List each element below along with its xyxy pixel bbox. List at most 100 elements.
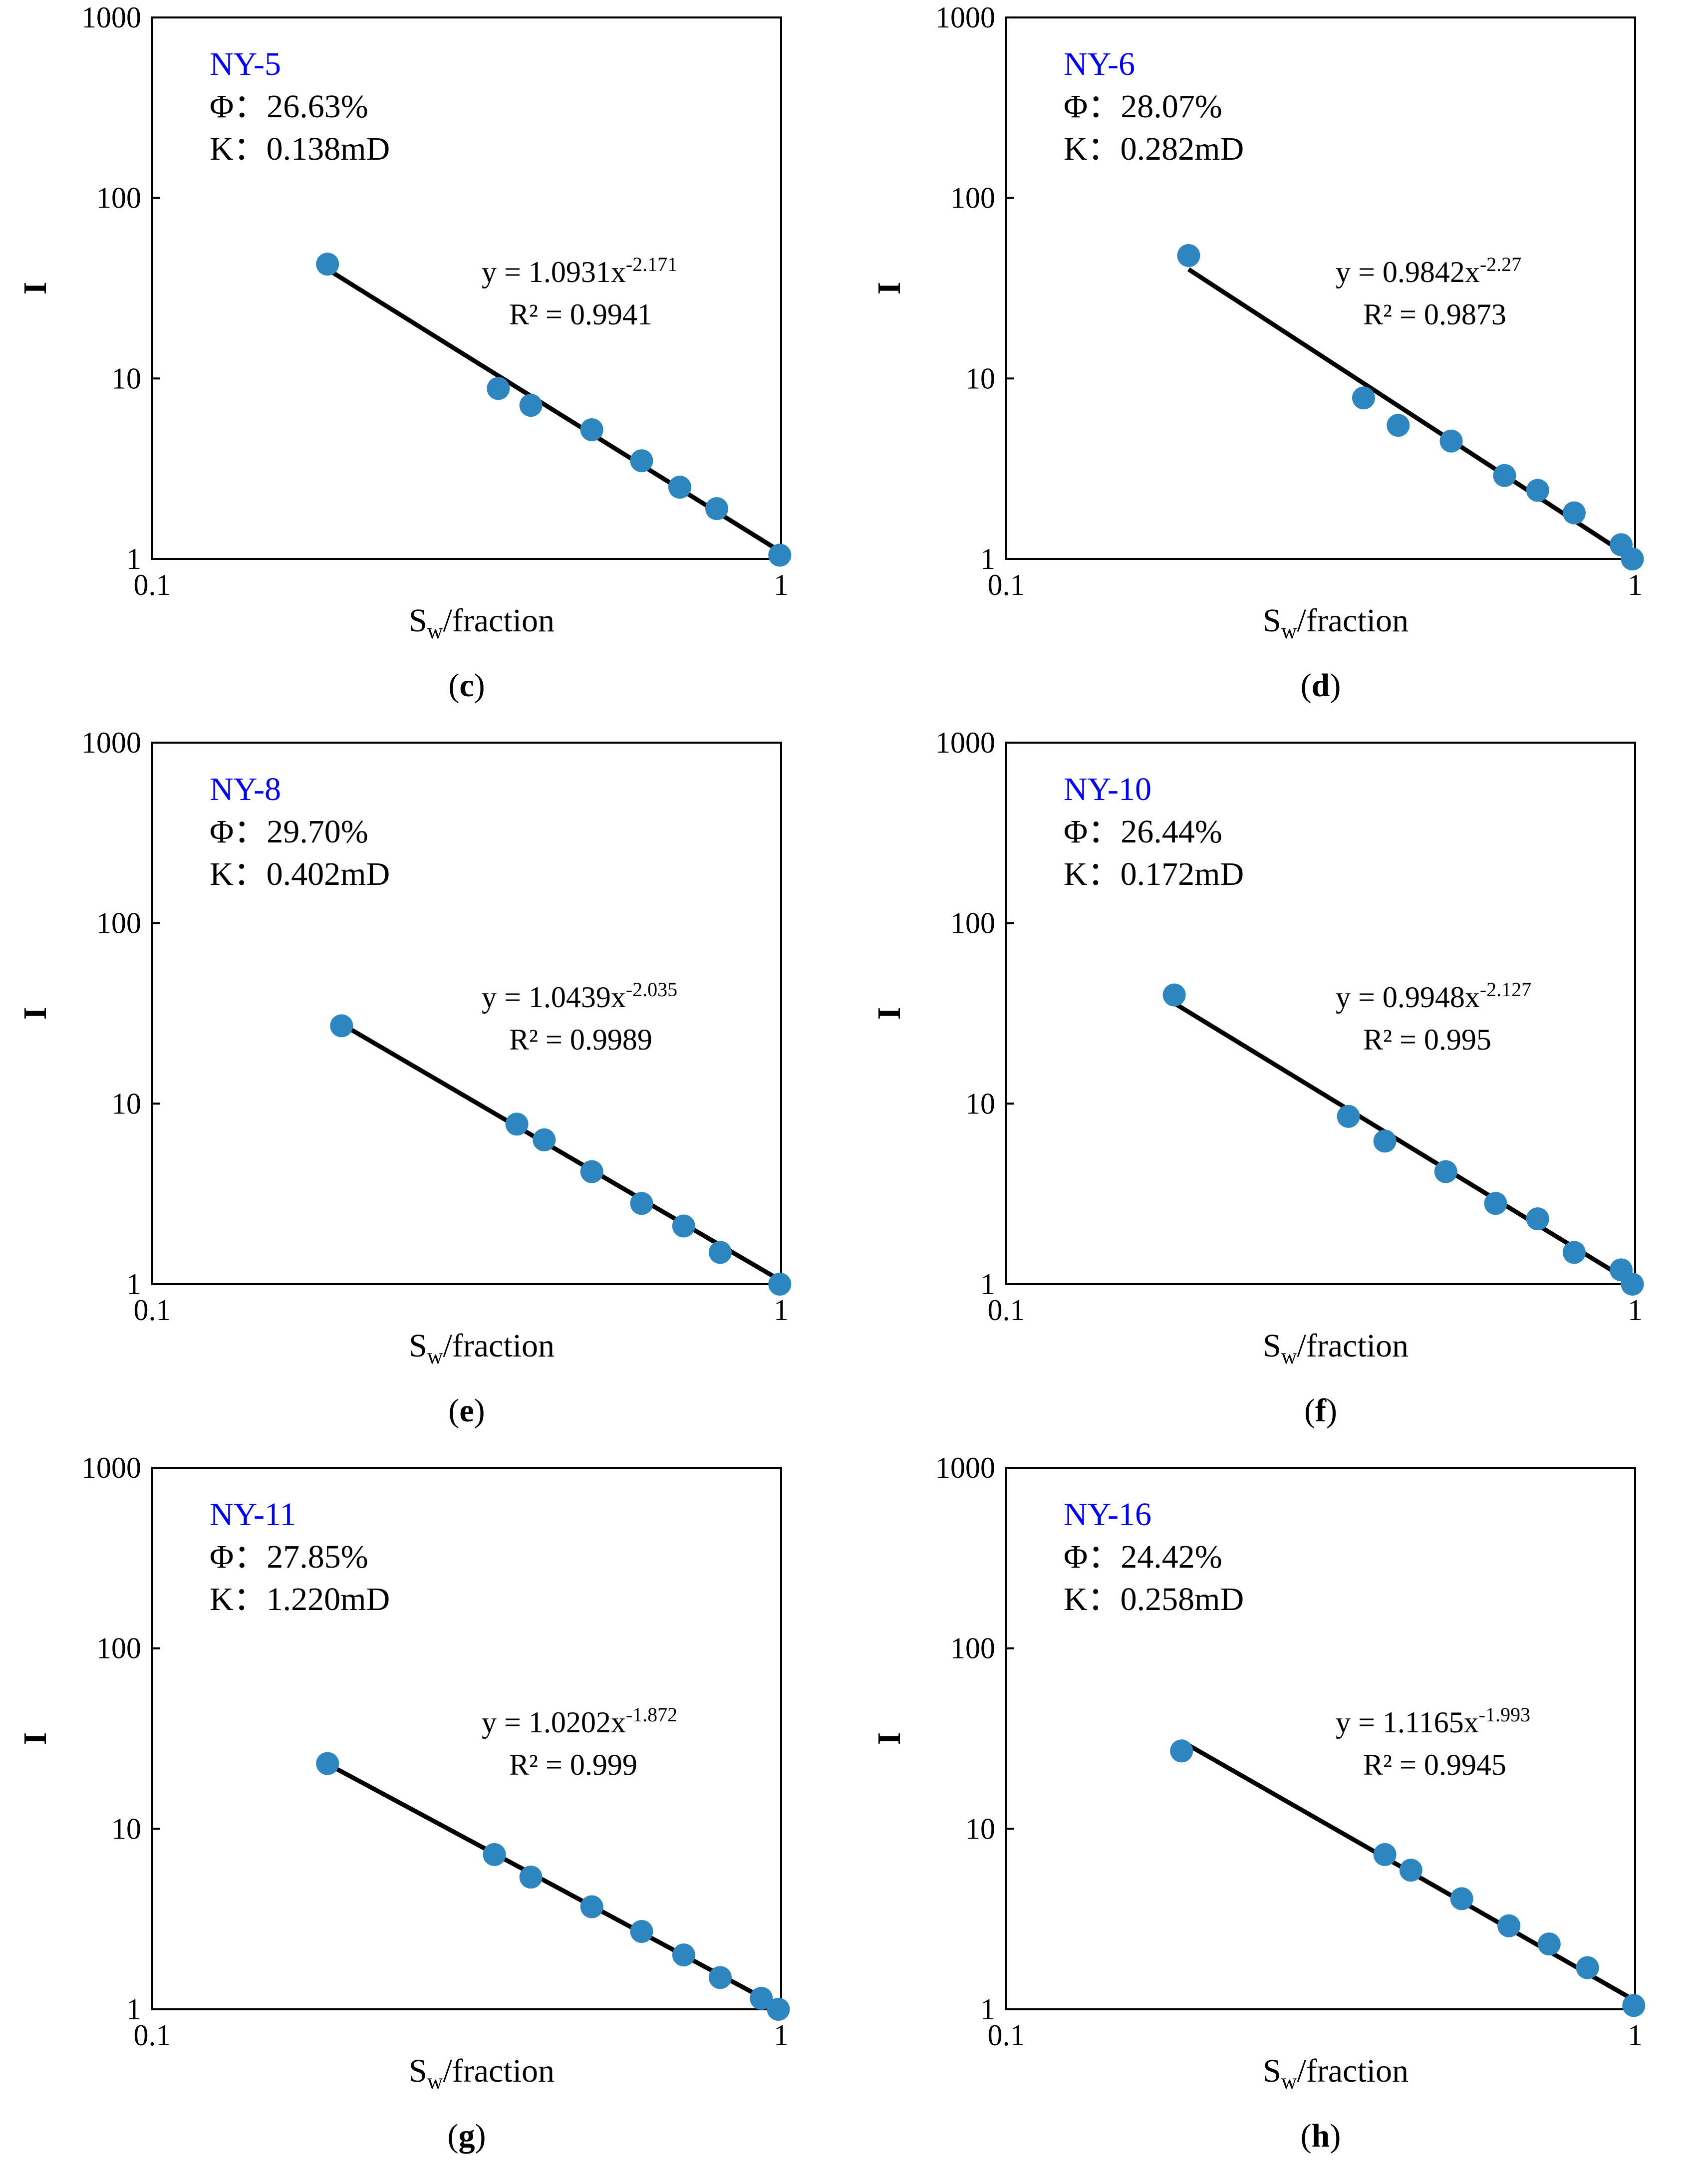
y-axis-label: I [871,282,907,295]
panel-label: (f) [1304,1392,1337,1429]
plot-area [151,1467,782,2010]
fit-equation-base: y = 0.9842x [1336,256,1480,288]
fit-equation-base: y = 1.0439x [482,981,626,1014]
y-tick-label: 10 [111,362,141,395]
data-point [519,1866,543,1889]
data-point [750,1987,773,2010]
x-tick-label: 0.1 [134,2019,171,2052]
data-point [1352,386,1375,410]
x-axis-label: Sw/fraction [409,2053,555,2094]
y-axis-label: I [17,1732,53,1745]
panel-label-paren: ) [1330,2118,1341,2154]
data-point [533,1128,556,1151]
y-tick-label: 1 [126,543,141,575]
data-point [1526,1207,1549,1231]
porosity-value: 28.07% [1121,88,1222,125]
porosity-label: Φ： [1064,814,1121,850]
y-tick-label: 1000 [81,726,141,759]
panel-label-paren: ( [448,2118,459,2154]
data-point [1497,1914,1521,1937]
permeability-value: 0.402mD [267,856,390,892]
chart-h: 0.1 1 1 10 100 1000 I Sw/fraction NY-16 … [871,1451,1646,2154]
porosity-text: Φ：26.63% [210,88,368,125]
x-axis-label-rest: /fraction [443,1328,555,1364]
panel-label-paren: ) [1330,667,1341,704]
sample-name: NY-8 [210,771,281,808]
x-axis-label-sub: w [1281,2069,1297,2094]
panel-label-letter: g [459,2118,475,2154]
y-tick-label: 10 [965,1087,995,1120]
sample-name: NY-10 [1064,771,1151,808]
trend-line [340,1022,783,1283]
panel-f: 0.1 1 1 10 100 1000 I Sw/fraction NY-10 … [854,725,1708,1450]
fit-equation-base: y = 1.1165x [1336,1706,1479,1739]
permeability-text: K：0.282mD [1064,131,1244,167]
y-axis-label: I [17,282,53,295]
panel-label-paren: ( [1304,1392,1315,1429]
panel-g: 0.1 1 1 10 100 1000 I Sw/fraction NY-11 … [0,1450,854,2176]
panel-label-letter: c [459,667,474,704]
data-point [768,1273,792,1296]
data-point [1434,1160,1457,1183]
x-tick-label: 1 [1628,2019,1643,2052]
data-point [630,1919,653,1943]
panel-label-paren: ( [1301,2118,1312,2154]
permeability-label: K： [1064,856,1121,892]
x-tick-label: 1 [774,1294,789,1327]
porosity-value: 26.44% [1121,814,1222,850]
data-point [330,1014,353,1038]
porosity-label: Φ： [1064,1539,1121,1575]
fit-equation-exponent: -2.171 [626,253,677,275]
panel-h: 0.1 1 1 10 100 1000 I Sw/fraction NY-16 … [854,1450,1708,2176]
porosity-text: Φ：29.70% [210,814,368,850]
data-point [630,1192,653,1215]
porosity-value: 24.42% [1121,1539,1222,1575]
data-point [1484,1192,1507,1215]
plot-area [1005,16,1636,560]
permeability-value: 0.282mD [1121,131,1244,167]
panel-label-letter: e [459,1392,474,1429]
trend-line [1187,267,1634,560]
permeability-value: 0.172mD [1121,856,1244,892]
panel-label: (h) [1301,2118,1341,2154]
panel-label-paren: ( [1301,667,1312,704]
y-tick-label: 1 [980,543,995,575]
data-point [672,1943,695,1967]
y-tick-label: 1000 [935,1451,995,1484]
y-tick-label: 1 [980,1993,995,2026]
data-point [1162,983,1186,1007]
data-point [580,1895,603,1918]
fit-equation: y = 0.9948x-2.127 [1336,978,1531,1014]
data-point [1537,1932,1561,1956]
porosity-label: Φ： [1064,88,1121,125]
porosity-text: Φ：27.85% [210,1539,368,1575]
y-tick-label: 100 [950,907,995,940]
permeability-text: K：1.220mD [210,1581,390,1618]
r-squared: R² = 0.9945 [1363,1748,1506,1781]
y-tick-label: 100 [950,1632,995,1665]
panel-label-letter: h [1312,2118,1330,2154]
x-axis-label-sub: w [1281,619,1297,643]
plot-area [151,16,782,560]
x-axis-label: Sw/fraction [1263,602,1409,643]
fit-equation-base: y = 1.0931x [482,256,626,288]
panel-d: 0.1 1 1 10 100 1000 I Sw/fraction NY-6 Φ… [854,0,1708,725]
data-point [672,1214,695,1238]
y-tick-label: 1000 [935,726,995,759]
panel-e: 0.1 1 1 10 100 1000 I Sw/fraction NY-8 Φ… [0,725,854,1450]
data-point [316,1752,339,1775]
r-squared: R² = 0.9873 [1363,298,1506,331]
sample-name: NY-16 [1064,1496,1151,1533]
x-tick-label: 0.1 [988,2019,1025,2052]
data-point [483,1843,506,1866]
data-point [1622,1994,1646,2017]
panel-label: (d) [1301,667,1341,704]
x-axis-label-main: S [409,2053,427,2089]
y-tick-label: 1000 [935,1,995,34]
x-axis-label-main: S [409,602,427,639]
x-axis-label-rest: /fraction [1297,602,1409,639]
chart-g: 0.1 1 1 10 100 1000 I Sw/fraction NY-11 … [17,1451,790,2154]
permeability-label: K： [1064,1581,1121,1618]
permeability-value: 0.138mD [267,131,390,167]
fit-equation: y = 1.0439x-2.035 [482,978,677,1014]
